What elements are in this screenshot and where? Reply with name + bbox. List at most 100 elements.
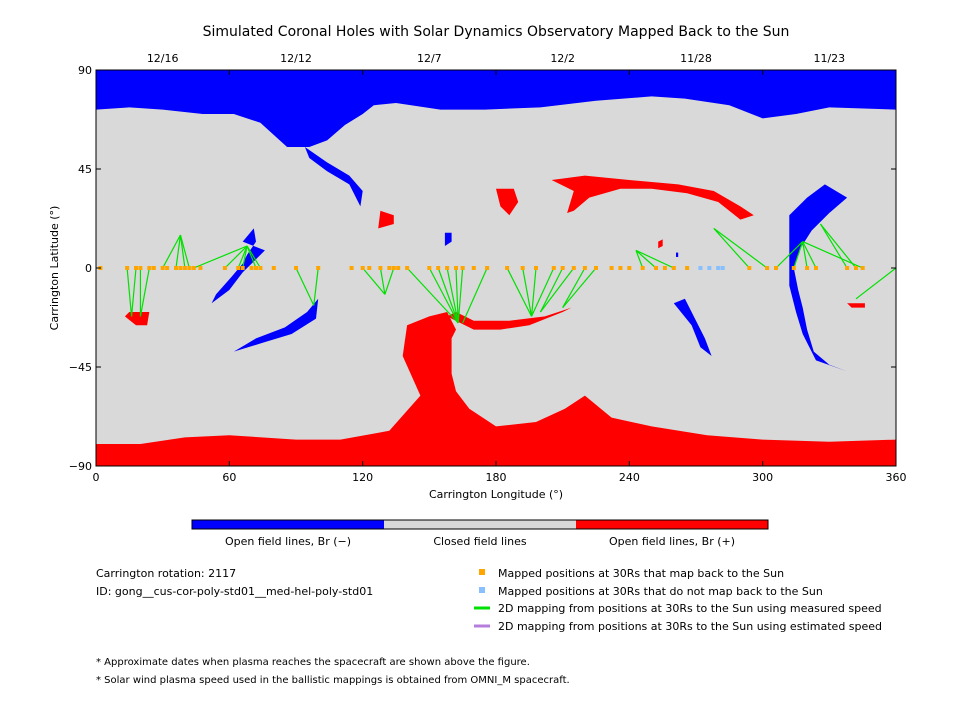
colorbar: Open field lines, Br (−) Closed field li…	[192, 520, 768, 548]
mapped-point	[765, 266, 769, 270]
x-tick-label: 300	[752, 471, 773, 484]
not-mapped-point	[721, 266, 725, 270]
x-tick-label: 120	[352, 471, 373, 484]
y-axis-label: Carrington Latitude (°)	[48, 206, 61, 331]
x-tick-label: 180	[486, 471, 507, 484]
mapped-point	[445, 266, 449, 270]
top-date-label: 12/2	[550, 52, 575, 65]
legend-item-not-mapped: Mapped positions at 30Rs that do not map…	[498, 585, 823, 598]
mapped-point	[152, 266, 156, 270]
mapped-point	[561, 266, 565, 270]
mapped-point	[254, 266, 258, 270]
legend-swatch-not-mapped	[479, 587, 485, 593]
mapped-point	[187, 266, 191, 270]
mapped-point	[367, 266, 371, 270]
mapped-point	[854, 266, 858, 270]
not-mapped-point	[698, 266, 702, 270]
x-tick-label: 360	[886, 471, 907, 484]
footnote-dates: * Approximate dates when plasma reaches …	[96, 657, 530, 668]
top-date-label: 12/16	[147, 52, 179, 65]
top-date-label: 11/28	[680, 52, 712, 65]
mapped-point	[472, 266, 476, 270]
mapped-point	[627, 266, 631, 270]
mapped-point	[618, 266, 622, 270]
colorbar-open-positive	[576, 520, 768, 529]
region-negative-small-near-262	[676, 253, 678, 257]
mapped-point	[583, 266, 587, 270]
not-mapped-point	[716, 266, 720, 270]
mapped-point	[572, 266, 576, 270]
mapped-point	[814, 266, 818, 270]
mapped-point	[861, 266, 865, 270]
legend-item-measured: 2D mapping from positions at 30Rs to the…	[498, 602, 882, 615]
y-tick-label: −45	[69, 361, 92, 374]
mapped-point	[392, 266, 396, 270]
not-mapped-point	[707, 266, 711, 270]
colorbar-open-negative	[192, 520, 384, 529]
mapped-point	[845, 266, 849, 270]
mapped-point	[436, 266, 440, 270]
mapped-point	[165, 266, 169, 270]
mapped-point	[505, 266, 509, 270]
colorbar-label-positive: Open field lines, Br (+)	[609, 535, 735, 548]
mapped-point	[521, 266, 525, 270]
mapped-point	[125, 266, 129, 270]
mapped-point	[236, 266, 240, 270]
mapped-point	[774, 266, 778, 270]
mapped-point	[387, 266, 391, 270]
mapped-point	[461, 266, 465, 270]
y-tick-label: −90	[69, 460, 92, 473]
mapped-point	[250, 266, 254, 270]
mapped-point	[454, 266, 458, 270]
mapped-point	[792, 266, 796, 270]
mapped-point	[610, 266, 614, 270]
legend: Mapped positions at 30Rs that map back t…	[474, 567, 882, 633]
mapped-point	[534, 266, 538, 270]
colorbar-label-closed: Closed field lines	[433, 535, 527, 548]
mapped-point	[685, 266, 689, 270]
top-date-label: 12/12	[280, 52, 312, 65]
mapped-point	[174, 266, 178, 270]
top-date-label: 11/23	[813, 52, 845, 65]
x-tick-label: 0	[93, 471, 100, 484]
mapped-point	[552, 266, 556, 270]
y-tick-label: 90	[78, 64, 92, 77]
mapped-point	[747, 266, 751, 270]
mapped-point	[350, 266, 354, 270]
mapped-point	[672, 266, 676, 270]
mapped-point	[641, 266, 645, 270]
mapped-point	[178, 266, 182, 270]
mapped-point	[316, 266, 320, 270]
y-tick-label: 0	[85, 262, 92, 275]
mapped-point	[378, 266, 382, 270]
mapped-point	[485, 266, 489, 270]
top-date-labels: 12/16 12/12 12/7 12/2 11/28 11/23	[147, 52, 845, 65]
mapped-point	[405, 266, 409, 270]
mapped-point	[198, 266, 202, 270]
coronal-hole-figure: Simulated Coronal Holes with Solar Dynam…	[0, 0, 960, 720]
footnotes: * Approximate dates when plasma reaches …	[96, 657, 570, 686]
mapped-point	[147, 266, 151, 270]
mapped-point	[272, 266, 276, 270]
mapped-point	[594, 266, 598, 270]
mapped-point	[396, 266, 400, 270]
carrington-map	[96, 70, 896, 466]
colorbar-closed	[384, 520, 576, 529]
mapped-point	[361, 266, 365, 270]
mapped-point	[138, 266, 142, 270]
mapped-point	[294, 266, 298, 270]
mapped-point	[161, 266, 165, 270]
mapped-point	[241, 266, 245, 270]
info-block: Carrington rotation: 2117 ID: gong__cus-…	[96, 567, 373, 598]
mapped-point	[663, 266, 667, 270]
top-date-label: 12/7	[417, 52, 442, 65]
mapped-point	[223, 266, 227, 270]
x-tick-label: 240	[619, 471, 640, 484]
mapped-point	[427, 266, 431, 270]
carrington-rotation: Carrington rotation: 2117	[96, 567, 236, 580]
mapped-point	[192, 266, 196, 270]
footnote-speed: * Solar wind plasma speed used in the ba…	[96, 675, 570, 686]
colorbar-label-negative: Open field lines, Br (−)	[225, 535, 351, 548]
mapped-point	[134, 266, 138, 270]
mapped-point	[258, 266, 262, 270]
